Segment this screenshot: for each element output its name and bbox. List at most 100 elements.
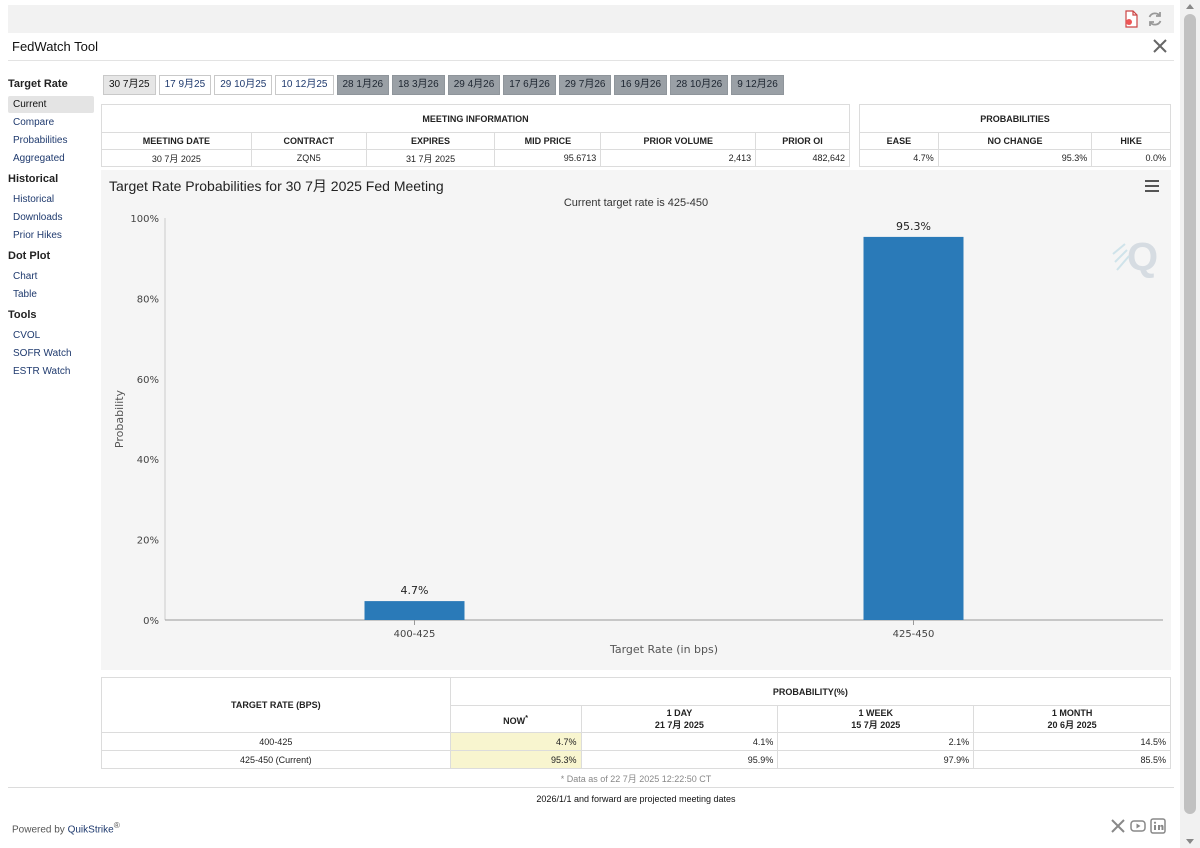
x-tick-label: 400-425 <box>394 629 436 640</box>
probability-value-cell: 14.5% <box>973 732 1171 751</box>
meeting-information-heading: MEETING INFORMATION <box>101 104 850 133</box>
sidebar-item-estr-watch[interactable]: ESTR Watch <box>13 366 71 377</box>
bar-data-label: 95.3% <box>896 220 931 233</box>
sidebar-item-prior-hikes[interactable]: Prior Hikes <box>13 230 62 241</box>
table-row: 425-450 (Current) 95.3% 95.9% 97.9% 85.5% <box>101 750 1171 769</box>
chart-subtitle: Current target rate is 425-450 <box>563 197 709 209</box>
sidebar-group: Historical Historical Downloads Prior Hikes <box>8 173 94 244</box>
meeting-info-column-header: PRIOR VOLUME <box>600 132 757 150</box>
y-tick-label: 60% <box>137 375 159 386</box>
meeting-date-tab[interactable]: 18 3月26 <box>392 75 445 95</box>
y-tick-label: 100% <box>130 214 159 225</box>
meeting-info-cell: ZQN5 <box>250 149 367 167</box>
sidebar-heading: Target Rate <box>8 78 68 90</box>
period-label: 1 DAY <box>666 707 693 718</box>
scroll-down-arrow-icon[interactable] <box>1186 839 1194 844</box>
meeting-info-column-header: PRIOR OI <box>755 132 850 150</box>
top-toolbar <box>8 5 1174 33</box>
probability-group-header: PROBABILITY(%) <box>449 677 1172 706</box>
sidebar-item-historical[interactable]: Historical <box>13 194 55 205</box>
meeting-date-tab[interactable]: 28 10月26 <box>670 75 729 95</box>
powered-by: Powered by QuikStrike® <box>12 820 120 835</box>
sidebar-item-probabilities[interactable]: Probabilities <box>13 135 68 146</box>
meeting-date-tab[interactable]: 30 7月25 <box>103 75 156 95</box>
meeting-info-cell: 2,413 <box>600 149 757 167</box>
data-timestamp-footnote: * Data as of 22 7月 2025 12:22:50 CT <box>560 774 712 784</box>
sidebar-item-sofr-watch[interactable]: SOFR Watch <box>13 348 72 359</box>
probability-column-header: EASE <box>859 132 939 150</box>
bar-425-450 <box>863 236 964 621</box>
y-tick-label: 40% <box>137 455 159 466</box>
meeting-date-tab[interactable]: 29 10月25 <box>214 75 273 95</box>
powered-by-label: Powered by <box>12 824 68 836</box>
meeting-date-tabs: 30 7月25 17 9月25 29 10月25 10 12月25 28 1月26 18 … <box>103 75 784 95</box>
app-title: FedWatch Tool <box>12 39 98 54</box>
period-date: 20 6月 2025 <box>1047 719 1097 730</box>
x-social-icon[interactable] <box>1110 818 1126 834</box>
meeting-info-cell: 482,642 <box>755 149 850 167</box>
target-rate-cell: 425-450 (Current) <box>101 750 451 769</box>
meeting-date-tab[interactable]: 29 7月26 <box>558 75 612 95</box>
x-axis-title: Target Rate (in bps) <box>609 643 718 656</box>
sidebar-item-aggregated[interactable]: Aggregated <box>13 153 65 164</box>
x-share-icon[interactable] <box>1152 38 1168 54</box>
meeting-date-tab[interactable]: 17 6月26 <box>503 75 556 95</box>
probability-value-cell: 4.1% <box>580 732 779 751</box>
sidebar-group: Target Rate Current Compare Probabilities Ag… <box>8 78 94 167</box>
meeting-date-tab[interactable]: 17 9月25 <box>158 75 212 95</box>
meeting-info-column-header: MID PRICE <box>494 132 602 150</box>
sidebar-group: Tools CVOL SOFR Watch ESTR Watch <box>8 309 94 380</box>
probability-chart: Target Rate Probabilities for 30 7月 2025… <box>101 170 1171 670</box>
sidebar-heading: Historical <box>8 173 59 185</box>
scroll-up-arrow-icon[interactable] <box>1186 4 1194 9</box>
pdf-export-icon[interactable] <box>1122 10 1140 28</box>
meeting-info-cell: 95.6713 <box>494 149 602 167</box>
sidebar-item-cvol[interactable]: CVOL <box>13 330 41 341</box>
meeting-information-table: MEETING INFORMATION MEETING DATE CONTRACT… <box>101 104 850 167</box>
sidebar-item-table[interactable]: Table <box>13 289 37 300</box>
probability-value-cell: 85.5% <box>973 750 1171 769</box>
probability-column-header: NO CHANGE <box>937 132 1093 150</box>
meeting-date-tab[interactable]: 16 9月26 <box>614 75 668 95</box>
meeting-date-tab[interactable]: 29 4月26 <box>447 75 501 95</box>
table-row: 400-425 4.7% 4.1% 2.1% 14.5% <box>101 732 1171 751</box>
x-tick-label: 425-450 <box>893 629 935 640</box>
sidebar: Target Rate Current Compare Probabilities Ag… <box>8 74 94 386</box>
sidebar-item-downloads[interactable]: Downloads <box>13 212 63 223</box>
meeting-date-tab[interactable]: 28 1月26 <box>336 75 390 95</box>
meeting-info-column-header: MEETING DATE <box>101 132 252 150</box>
sidebar-heading: Dot Plot <box>8 250 51 262</box>
period-header: 1 MONTH 20 6月 2025 <box>973 705 1171 733</box>
meeting-date-tab[interactable]: 9 12月26 <box>731 75 784 95</box>
projected-dates-note: 2026/1/1 and forward are projected meeti… <box>536 794 736 804</box>
meeting-date-tab[interactable]: 10 12月25 <box>275 75 334 95</box>
period-header: 1 WEEK 15 7月 2025 <box>777 705 975 733</box>
sidebar-item-current[interactable]: Current <box>8 96 94 113</box>
probability-cell: 95.3% <box>937 149 1093 167</box>
refresh-icon[interactable] <box>1146 10 1164 28</box>
probability-value-cell: 95.9% <box>580 750 779 769</box>
divider <box>8 787 1174 788</box>
linkedin-icon[interactable] <box>1150 818 1166 834</box>
period-footnote-mark: * <box>525 712 529 722</box>
youtube-icon[interactable] <box>1130 818 1146 834</box>
vertical-scrollbar[interactable] <box>1180 0 1200 848</box>
scrollbar-thumb[interactable] <box>1184 14 1196 814</box>
probabilities-heading: PROBABILITIES <box>859 104 1171 133</box>
sidebar-item-chart[interactable]: Chart <box>13 271 38 282</box>
chart-menu-icon[interactable] <box>1145 180 1159 192</box>
y-tick-label: 20% <box>137 536 159 547</box>
bar-400-425 <box>364 601 465 620</box>
probability-value-cell: 2.1% <box>777 732 975 751</box>
period-date: 15 7月 2025 <box>851 719 901 730</box>
y-tick-label: 0% <box>143 616 159 627</box>
period-date: 21 7月 2025 <box>654 719 704 730</box>
y-tick-label: 80% <box>137 294 159 305</box>
probabilities-table: PROBABILITIES EASE NO CHANGE HIKE 4.7% 95.3… <box>859 104 1171 167</box>
probability-value-cell: 95.3% <box>449 750 582 769</box>
period-label: 1 MONTH <box>1051 707 1093 718</box>
chart-plot: 0% 20% 40% 60% 80% 100% Probability 4.7% 400-425… <box>113 214 1163 656</box>
sidebar-item-compare[interactable]: Compare <box>13 117 55 128</box>
sidebar-heading: Tools <box>8 309 37 321</box>
quikstrike-link[interactable]: QuikStrike <box>67 824 114 836</box>
